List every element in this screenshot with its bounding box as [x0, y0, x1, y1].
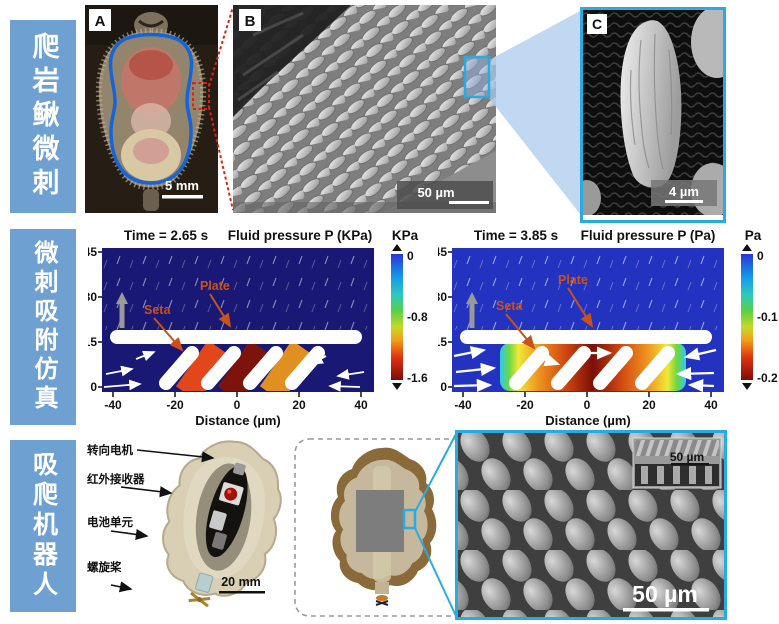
sim-right-title: Fluid pressure P (Pa) — [581, 228, 716, 243]
pillar-sem-graphic: 50 µm 50 µm — [455, 430, 727, 620]
sidebar-label-row1-text: 爬岩鳅微刺 — [28, 31, 59, 202]
simulation-plot-left: Time = 2.65 s Fluid pressure P (KPa) KPa — [63, 226, 434, 435]
sim-left-axis-ticks — [98, 251, 362, 397]
sim-left-title: Fluid pressure P (KPa) — [228, 228, 373, 243]
ytick: 15 — [88, 335, 97, 349]
sucker-outline — [108, 32, 194, 185]
xtick: 20 — [292, 398, 306, 412]
sim-right-plate-label: Plate — [558, 273, 588, 287]
sem-single-seta-graphic: C 4 µm — [573, 6, 743, 217]
robot-body — [162, 440, 282, 608]
sim-left-flow-arrows — [103, 350, 365, 392]
sim-right-flow-arrows — [453, 346, 717, 393]
zoom-cone — [489, 11, 580, 214]
pillar-inset-scalebar-label: 50 µm — [670, 450, 704, 464]
sim-right-time: Time = 3.85 s — [474, 228, 558, 243]
sim-right-xlabel: Distance (µm) — [545, 413, 631, 428]
ytick: 30 — [88, 290, 97, 304]
panel-b-sem-setae: 50 µm B — [233, 5, 496, 218]
robot-label-arrows — [110, 449, 215, 593]
panel-b-tag: B — [245, 13, 256, 30]
pillar-sem-scalebar-label: 50 µm — [632, 581, 698, 607]
robot-schematic-graphic — [294, 438, 474, 617]
panel-c-sem-seta: C 4 µm — [573, 6, 743, 223]
panel-b-scalebar-label: 50 µm — [417, 185, 454, 200]
sim-left-plate-label: Plate — [200, 279, 230, 293]
robot-label-propeller: 螺旋桨 — [87, 560, 122, 574]
sidebar-label-row3: 吸爬机器人 — [10, 440, 76, 612]
robot-propeller — [188, 591, 211, 608]
ytick: 45 — [438, 245, 447, 259]
sim-left-plate — [110, 330, 362, 344]
ytick: 30 — [438, 290, 447, 304]
panel-a-tag: A — [95, 13, 106, 30]
sem-setae-graphic: 50 µm B — [233, 5, 496, 213]
sidebar-label-row2: 微刺吸附仿真 — [10, 229, 76, 425]
sidebar-label-row2-text: 微刺吸附仿真 — [30, 240, 57, 414]
xtick: -40 — [104, 398, 122, 412]
fish-photo-graphic: A 5 mm — [85, 5, 218, 213]
simulation-plot-right: Time = 3.85 s Fluid pressure P (Pa) Pa — [413, 226, 779, 435]
panel-a-fish-photo: A 5 mm — [85, 5, 218, 218]
robot-scalebar — [219, 591, 265, 594]
xtick: 20 — [642, 398, 656, 412]
ctick: -1.6 — [407, 371, 428, 385]
ctick: 0 — [757, 249, 764, 263]
xtick: -20 — [516, 398, 534, 412]
robot-label-steering: 转向电机 — [87, 443, 133, 457]
pillar-sem-panel: 50 µm 50 µm — [455, 430, 727, 624]
pillar-sem-scalebar — [623, 608, 709, 612]
ctick: -0.8 — [407, 310, 428, 324]
robot-label-ir: 红外接收器 — [87, 472, 145, 486]
panel-c-scalebar-label: 4 µm — [669, 184, 699, 199]
panel-b-scalebar — [449, 201, 489, 204]
sim-right-colorbar-unit: Pa — [745, 228, 762, 243]
sim-left-pressure-gaps — [175, 343, 315, 391]
schematic-zoom-box — [402, 508, 417, 530]
ctick: -0.1 — [757, 310, 778, 324]
sim-left-colorbar-unit: KPa — [392, 228, 419, 243]
robot-photo-graphic: 转向电机 红外接收器 电池单元 螺旋桨 20 mm — [87, 440, 282, 608]
sim-right-colorbar — [741, 254, 753, 380]
xtick: -20 — [166, 398, 184, 412]
pillar-inset-scalebar — [671, 463, 709, 466]
sim-left-seta-label: Seta — [144, 303, 171, 317]
ytick: 0 — [90, 380, 97, 394]
ytick: 15 — [438, 335, 447, 349]
panel-a-scalebar-label: 5 mm — [165, 178, 199, 193]
xtick: 0 — [234, 398, 241, 412]
sim-left-time: Time = 2.65 s — [124, 228, 208, 243]
pillar-sem-inset: 50 µm — [632, 437, 722, 489]
panel-c-scalebar — [665, 200, 703, 203]
sidebar-label-row3-text: 吸爬机器人 — [29, 451, 58, 601]
xtick: 0 — [584, 398, 591, 412]
robot-label-battery: 电池单元 — [87, 515, 133, 529]
ctick: -0.2 — [757, 371, 778, 385]
robot-photo: 转向电机 红外接收器 电池单元 螺旋桨 20 mm — [85, 433, 297, 624]
robot-schematic — [292, 436, 477, 624]
panel-a-scalebar — [162, 195, 203, 199]
sidebar-label-row1: 爬岩鳅微刺 — [10, 20, 76, 213]
simulation-left-graphic: Time = 2.65 s Fluid pressure P (KPa) KPa — [63, 228, 428, 428]
simulation-right-graphic: Time = 3.85 s Fluid pressure P (Pa) Pa — [413, 228, 778, 428]
ytick: 45 — [88, 245, 97, 259]
xtick: -40 — [454, 398, 472, 412]
sim-right-axis-ticks — [448, 251, 712, 397]
ytick: 0 — [440, 380, 447, 394]
sim-right-plate — [460, 330, 712, 344]
sim-right-seta-label: Seta — [496, 299, 523, 313]
ctick: 0 — [407, 249, 414, 263]
sim-left-xlabel: Distance (µm) — [195, 413, 281, 428]
xtick: 40 — [704, 398, 718, 412]
schematic-payload-rect — [356, 490, 404, 552]
xtick: 40 — [354, 398, 368, 412]
panel-c-tag: C — [592, 16, 602, 32]
sim-left-colorbar — [391, 254, 403, 380]
robot-scalebar-label: 20 mm — [221, 575, 261, 589]
